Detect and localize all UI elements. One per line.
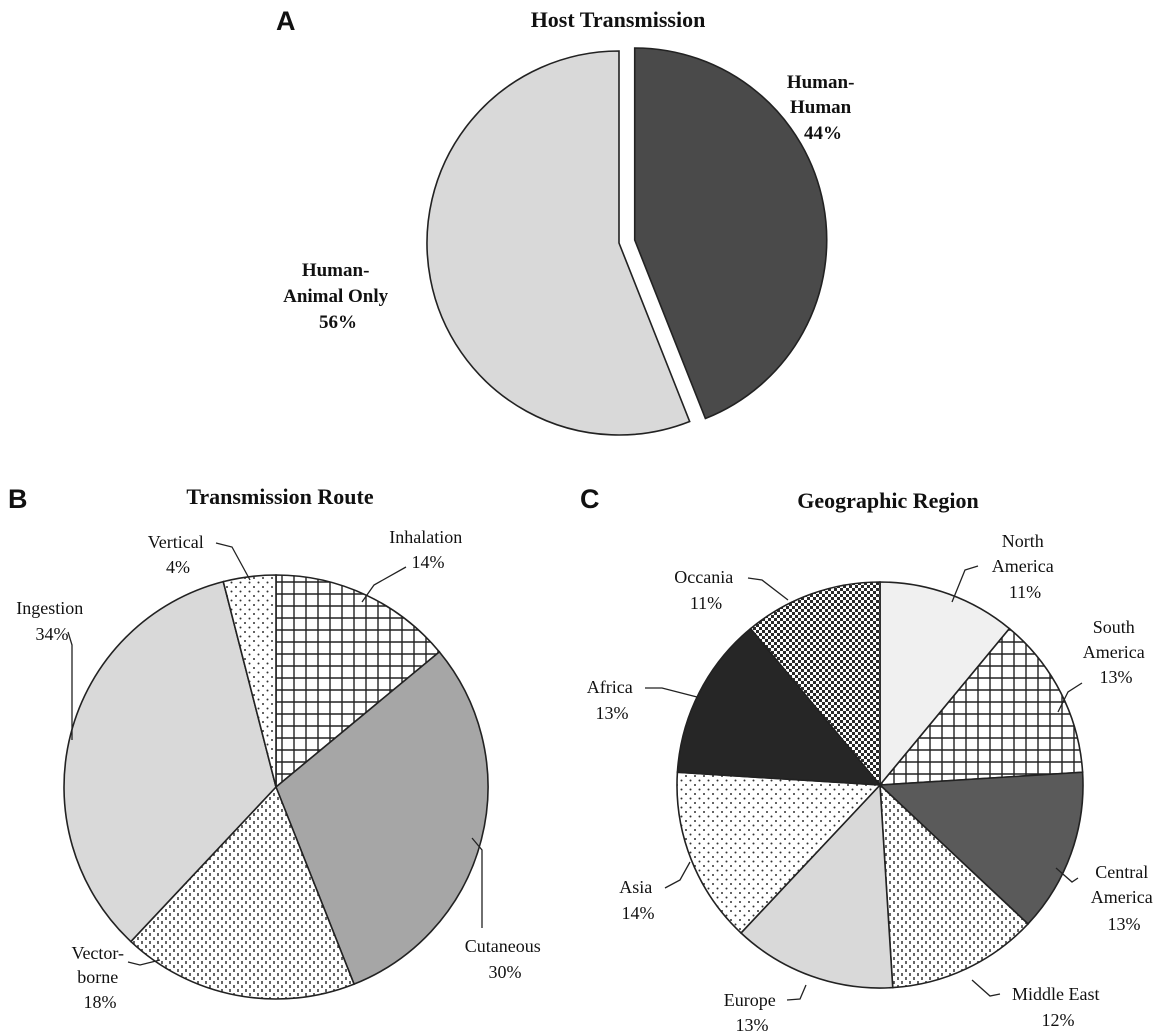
panel-b-transmission-route: B Transmission Route Inhalation 14% Cuta… (8, 484, 546, 1012)
panel-letter-c: C (580, 484, 600, 514)
pie-slice-human-human (633, 47, 828, 420)
chart-title-a: Host Transmission (531, 7, 706, 32)
label-africa: Africa 13% (587, 677, 637, 723)
panel-letter-b: B (8, 484, 28, 514)
pie-slice-human-animal-only (426, 50, 691, 436)
leader-south-america (1057, 682, 1083, 713)
pie-slice-central-america (878, 771, 1084, 926)
label-inhalation: Inhalation 14% (389, 527, 466, 572)
pie-c (676, 581, 1084, 989)
pie-slice-occania (749, 581, 881, 788)
label-human-human: Human- Human 44% (787, 72, 859, 144)
label-middle-east: Middle East 12% (1012, 984, 1104, 1030)
pie-slice-north-america (879, 581, 1011, 788)
leader-central-america (1055, 867, 1079, 883)
label-north-america: North America 11% (992, 531, 1058, 602)
label-south-america: South America 13% (1083, 617, 1149, 687)
pie-slice-africa (676, 627, 882, 786)
leader-vertical (215, 542, 251, 581)
pie-b-leader-lines (67, 542, 483, 966)
chart-title-c: Geographic Region (797, 488, 979, 513)
chart-title-b: Transmission Route (186, 484, 373, 509)
pie-slice-vertical (222, 574, 277, 788)
label-europe: Europe 13% (724, 990, 780, 1035)
label-human-animal-only: Human- Animal Only 56% (283, 260, 393, 333)
pie-b (63, 574, 489, 1000)
pie-b-labels: Inhalation 14% Cutaneous 30% Vector- bor… (16, 527, 546, 1012)
leader-africa (645, 687, 698, 698)
label-ingestion: Ingestion 34% (16, 598, 88, 644)
pie-a (426, 47, 828, 436)
leader-vector-borne (127, 959, 161, 966)
panel-a-host-transmission: A Host Transmission Human- Human 44% Hum… (276, 6, 859, 436)
leader-ingestion (67, 631, 73, 740)
leader-north-america (951, 565, 979, 603)
pie-a-labels: Human- Human 44% Human- Animal Only 56% (283, 72, 859, 333)
leader-asia (664, 861, 691, 889)
leader-cutaneous (471, 837, 483, 928)
label-occania: Occania 11% (674, 567, 737, 613)
label-vertical: Vertical 4% (148, 532, 208, 577)
leader-occania (747, 577, 789, 601)
pie-slice-ingestion (63, 580, 277, 943)
pie-c-leader-lines (645, 565, 1083, 1001)
pie-slice-asia (676, 771, 882, 935)
panel-c-geographic-region: C Geographic Region North America 11% So… (580, 484, 1157, 1035)
leader-middle-east (971, 979, 1001, 997)
label-asia: Asia 14% (619, 877, 657, 923)
leader-inhalation (361, 566, 407, 603)
pie-slice-cutaneous (275, 650, 489, 986)
pie-slice-south-america (878, 627, 1084, 786)
label-central-america: Central America 13% (1091, 862, 1157, 934)
panel-letter-a: A (276, 6, 296, 36)
pie-slice-vector-borne (129, 785, 356, 1000)
pie-c-labels: North America 11% South America 13% Cent… (587, 531, 1157, 1035)
label-cutaneous: Cutaneous 30% (465, 936, 546, 982)
pie-slice-middle-east (879, 783, 1030, 989)
label-vector-borne: Vector- borne 18% (71, 943, 128, 1012)
leader-europe (786, 984, 807, 1001)
pie-slice-europe (739, 783, 894, 989)
